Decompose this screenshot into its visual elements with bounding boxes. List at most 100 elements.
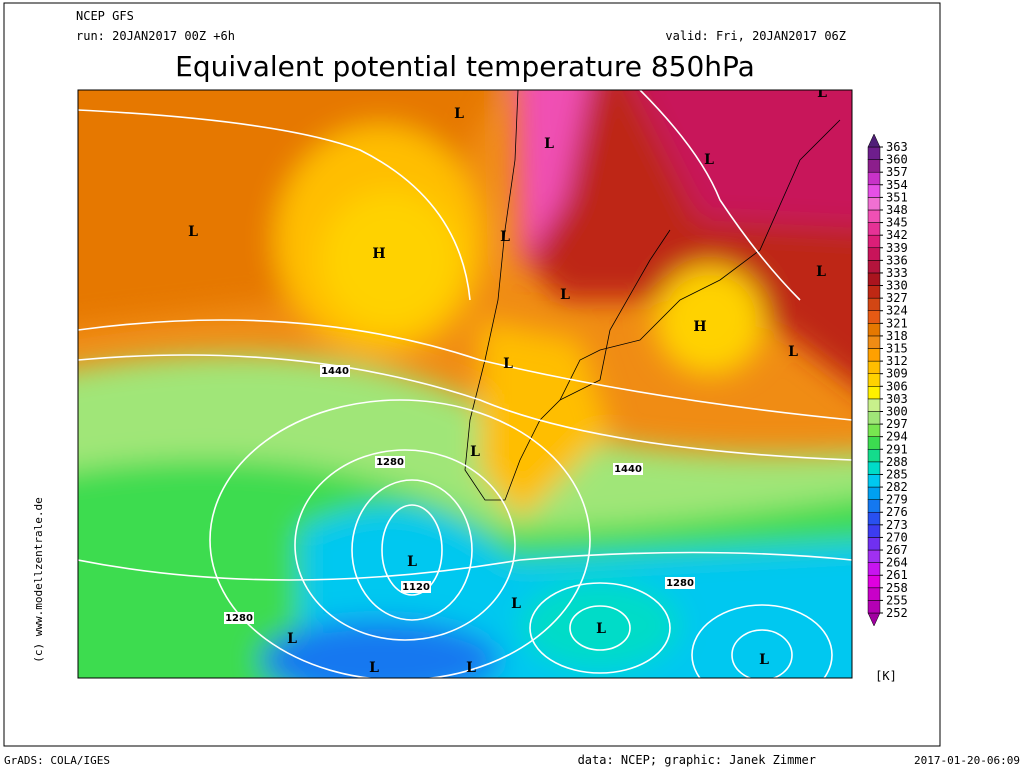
colorbar-swatch [867, 587, 881, 601]
colorbar-swatch [867, 537, 881, 551]
credit: (c) www.modellzentrale.de [32, 497, 45, 663]
colorbar-label: 333 [886, 266, 908, 280]
colorbar-swatch [867, 461, 881, 475]
colorbar-label: 315 [886, 342, 908, 356]
colorbar-label: 321 [886, 316, 908, 330]
colorbar-swatch [867, 285, 881, 299]
field [520, 580, 680, 670]
colorbar-swatch [867, 360, 881, 374]
colorbar-label: 354 [886, 178, 908, 192]
pressure-center: L [407, 554, 417, 570]
colorbar-swatch [867, 184, 881, 198]
pressure-center: L [500, 229, 510, 245]
model: NCEP GFS [76, 9, 134, 23]
colorbar-swatch [867, 335, 881, 349]
colorbar-swatch [867, 260, 881, 274]
frame [3, 2, 941, 747]
colorbar-swatch [867, 423, 881, 437]
colorbar-label: 309 [886, 367, 908, 381]
run: run: 20JAN2017 00Z +6h [76, 29, 235, 43]
colorbar-label: 360 [886, 153, 908, 167]
label-box [375, 456, 405, 468]
colorbar-label: 252 [886, 606, 908, 620]
contour-label: 1280 [376, 457, 404, 468]
colorbar-label: 282 [886, 480, 908, 494]
border [559, 229, 671, 401]
footer-left: GrADS: COLA/IGES [4, 754, 110, 767]
colorbar-swatch [867, 511, 881, 526]
contour [351, 479, 473, 621]
pressure-center: L [503, 356, 513, 372]
colorbar-label: 327 [886, 291, 908, 305]
colorbar-label: 258 [886, 581, 908, 595]
colorbar-swatch [867, 386, 881, 400]
colorbar-swatch [867, 171, 881, 186]
colorbar-label: 291 [886, 442, 908, 456]
footer-right: 2017-01-20-06:09 [914, 754, 1020, 767]
colorbar-label: 297 [886, 417, 908, 431]
valid: valid: Fri, 20JAN2017 06Z [665, 29, 846, 43]
colorbar-swatch [867, 436, 881, 450]
pressure-center: L [470, 444, 480, 460]
pressure-center: L [454, 106, 464, 122]
title: Equivalent potential temperature 850hPa [175, 50, 755, 83]
colorbar-swatch [867, 310, 881, 324]
colorbar-label: 300 [886, 404, 908, 418]
contour-label: 1280 [666, 578, 694, 589]
contour [78, 551, 852, 581]
pressure-labels: L L L L H L L L H L L L L L L L L L L L [188, 85, 827, 676]
colorbar-label: 324 [886, 304, 908, 318]
colorbar-swatch [867, 348, 881, 362]
contour [691, 604, 833, 678]
colorbar: 2522552582612642672702732762792822852882… [867, 133, 908, 627]
colorbar-label: 363 [886, 140, 908, 154]
colorbar-label: 312 [886, 354, 908, 368]
pressure-center: L [596, 621, 606, 637]
footer-center: data: NCEP; graphic: Janek Zimmer [578, 753, 816, 767]
colorbar-label: 276 [886, 505, 908, 519]
field [320, 190, 460, 330]
map: L L L L H L L L H L L L L L L L L L L L … [78, 85, 852, 678]
pressure-center: L [817, 85, 827, 101]
contour [529, 582, 671, 674]
colorbar-label: 273 [886, 518, 908, 532]
colorbar-label: 264 [886, 556, 908, 570]
coast [464, 90, 841, 501]
pressure-center: L [287, 631, 297, 647]
coastline [464, 90, 841, 501]
colorbar-end [867, 612, 881, 627]
colorbar-swatch [867, 234, 881, 249]
pressure-center: L [759, 652, 769, 668]
pressure-center: H [693, 319, 706, 335]
pressure-center: H [372, 246, 385, 262]
colorbar-label: 342 [886, 228, 908, 242]
field [515, 90, 589, 270]
colorbar-swatch [867, 323, 881, 337]
colorbar-swatch [867, 209, 881, 223]
contour [78, 319, 852, 421]
label-box [665, 577, 695, 589]
colorbar-label: 348 [886, 203, 908, 217]
colorbar-swatch [867, 549, 881, 563]
colorbar-swatch [867, 272, 881, 286]
colorbar-label: 318 [886, 329, 908, 343]
colorbar-swatch [867, 146, 881, 160]
field [635, 90, 852, 228]
colorbar-swatch [867, 562, 881, 576]
contour [569, 605, 631, 651]
colorbar-label: 303 [886, 392, 908, 406]
pressure-center: L [369, 660, 379, 676]
colorbar-label: 267 [886, 543, 908, 557]
pressure-center: L [466, 660, 476, 676]
contour [78, 109, 471, 301]
colorbar-swatch [867, 574, 881, 589]
label-box [320, 365, 350, 377]
colorbar-swatch [867, 499, 881, 513]
colorbar-swatch [867, 373, 881, 387]
colorbar-label: 345 [886, 216, 908, 230]
colorbar-swatch [867, 449, 881, 463]
colorbar-swatch [867, 486, 881, 500]
contour [381, 504, 443, 596]
